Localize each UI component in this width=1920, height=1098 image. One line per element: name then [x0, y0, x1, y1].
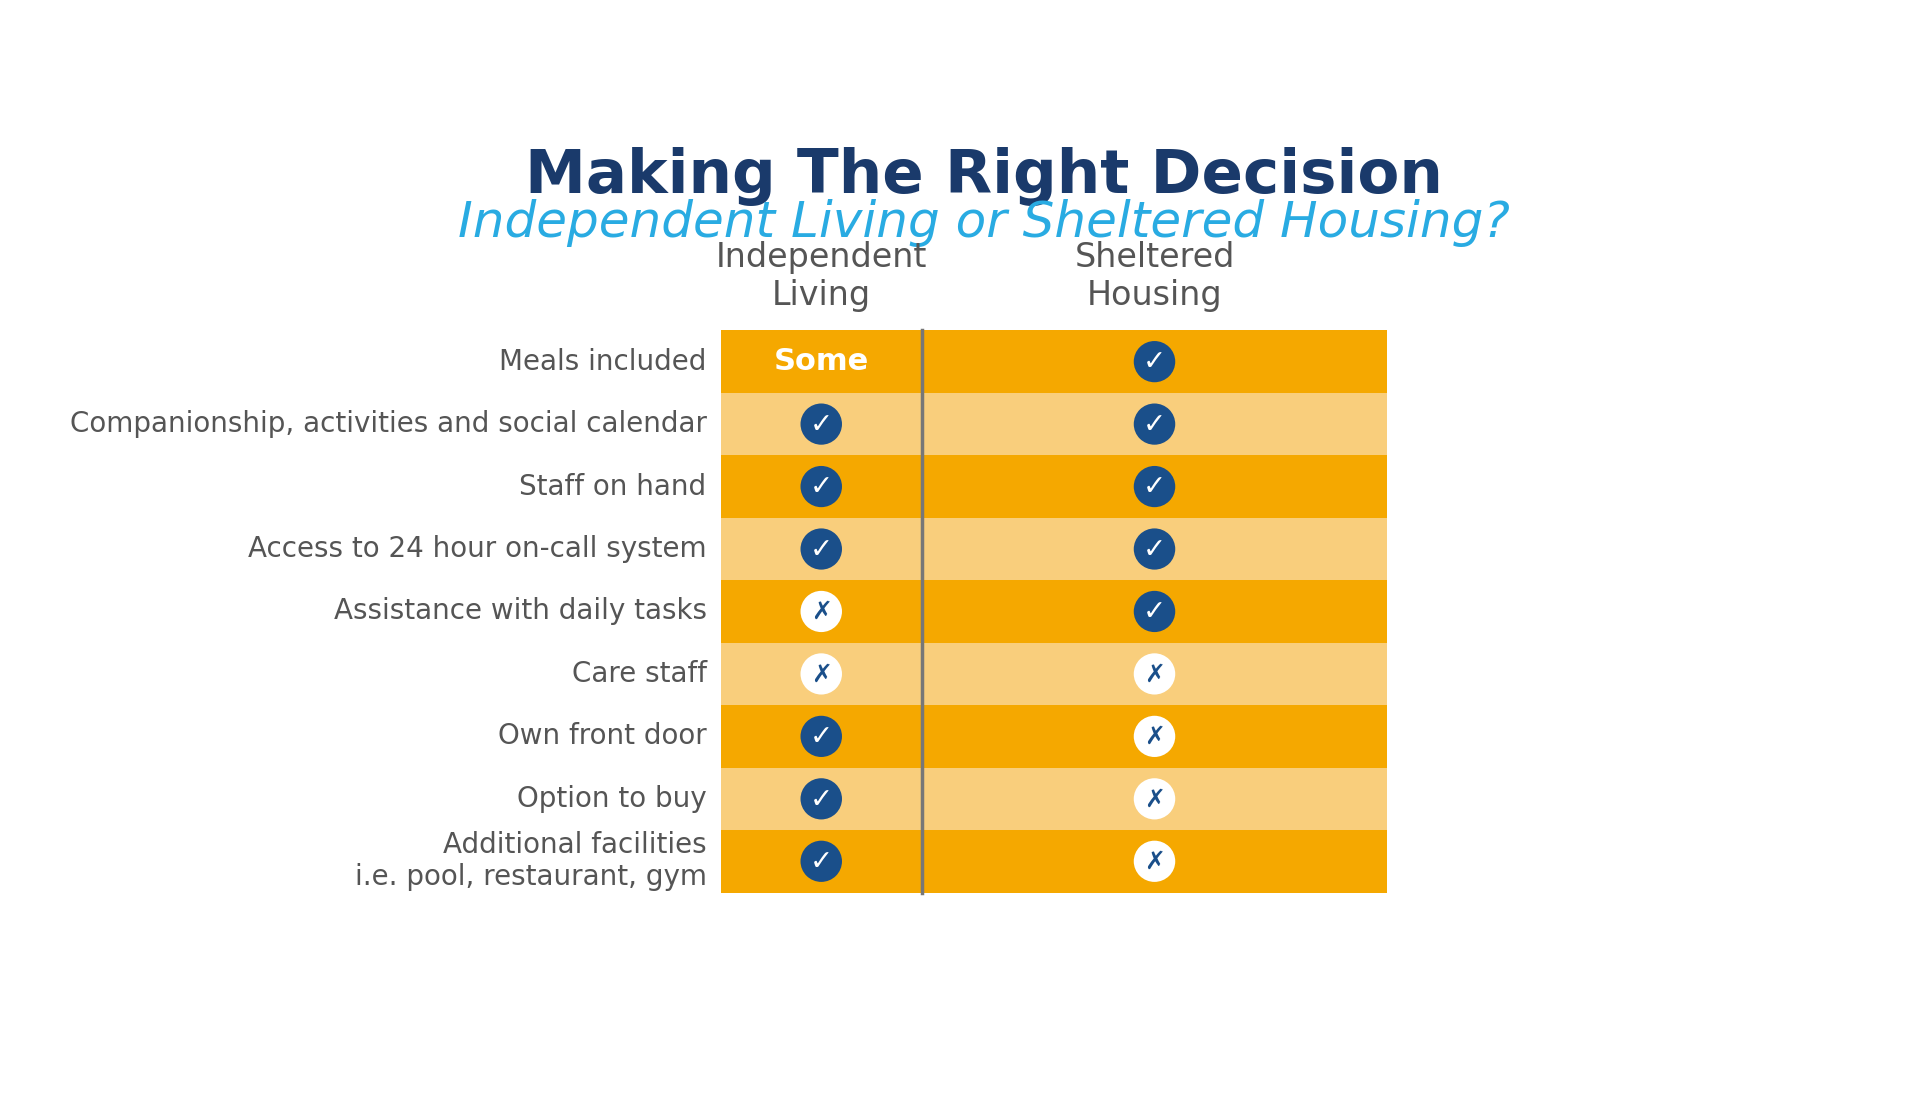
- Text: Sheltered
Housing: Sheltered Housing: [1075, 240, 1235, 312]
- Circle shape: [1133, 778, 1175, 819]
- Text: ✓: ✓: [1142, 473, 1165, 502]
- Text: Assistance with daily tasks: Assistance with daily tasks: [334, 597, 707, 626]
- Bar: [720, 642, 1386, 705]
- Text: ✓: ✓: [810, 536, 833, 563]
- Circle shape: [801, 466, 843, 507]
- Text: ✓: ✓: [810, 411, 833, 439]
- Text: ✗: ✗: [810, 663, 831, 686]
- Bar: [720, 705, 1386, 768]
- Circle shape: [801, 403, 843, 445]
- Circle shape: [1133, 341, 1175, 382]
- Text: Independent
Living: Independent Living: [716, 240, 927, 312]
- Text: ✓: ✓: [810, 724, 833, 751]
- Circle shape: [1133, 653, 1175, 695]
- Text: Making The Right Decision: Making The Right Decision: [524, 147, 1444, 206]
- Text: Additional facilities
i.e. pool, restaurant, gym: Additional facilities i.e. pool, restaur…: [355, 831, 707, 892]
- Circle shape: [801, 716, 843, 757]
- Text: Own front door: Own front door: [497, 722, 707, 750]
- Circle shape: [801, 841, 843, 882]
- Circle shape: [801, 778, 843, 819]
- Text: ✓: ✓: [1142, 598, 1165, 626]
- Text: Staff on hand: Staff on hand: [520, 472, 707, 501]
- Bar: [720, 518, 1386, 580]
- Text: ✗: ✗: [810, 601, 831, 625]
- Bar: [720, 768, 1386, 830]
- Circle shape: [801, 653, 843, 695]
- Text: ✗: ✗: [1144, 663, 1165, 686]
- Text: ✓: ✓: [1142, 348, 1165, 377]
- Text: ✓: ✓: [810, 848, 833, 876]
- Text: ✗: ✗: [1144, 850, 1165, 874]
- Text: Option to buy: Option to buy: [516, 785, 707, 813]
- Circle shape: [1133, 841, 1175, 882]
- Text: Access to 24 hour on-call system: Access to 24 hour on-call system: [248, 535, 707, 563]
- Circle shape: [1133, 403, 1175, 445]
- Bar: [720, 330, 1386, 393]
- Text: ✗: ✗: [1144, 725, 1165, 749]
- Bar: [720, 830, 1386, 893]
- Circle shape: [1133, 716, 1175, 757]
- Circle shape: [1133, 466, 1175, 507]
- Circle shape: [1133, 591, 1175, 632]
- Text: ✓: ✓: [810, 473, 833, 502]
- Circle shape: [801, 528, 843, 570]
- Text: Independent Living or Sheltered Housing?: Independent Living or Sheltered Housing?: [459, 199, 1509, 247]
- Text: Some: Some: [774, 347, 870, 377]
- Circle shape: [1133, 528, 1175, 570]
- Circle shape: [801, 591, 843, 632]
- Text: ✗: ✗: [1144, 787, 1165, 811]
- Bar: [720, 456, 1386, 518]
- Text: Companionship, activities and social calendar: Companionship, activities and social cal…: [69, 411, 707, 438]
- Bar: [720, 580, 1386, 642]
- Text: ✓: ✓: [1142, 411, 1165, 439]
- Text: Care staff: Care staff: [572, 660, 707, 688]
- Bar: [720, 393, 1386, 456]
- Text: ✓: ✓: [1142, 536, 1165, 563]
- Text: ✓: ✓: [810, 785, 833, 814]
- Text: Meals included: Meals included: [499, 348, 707, 376]
